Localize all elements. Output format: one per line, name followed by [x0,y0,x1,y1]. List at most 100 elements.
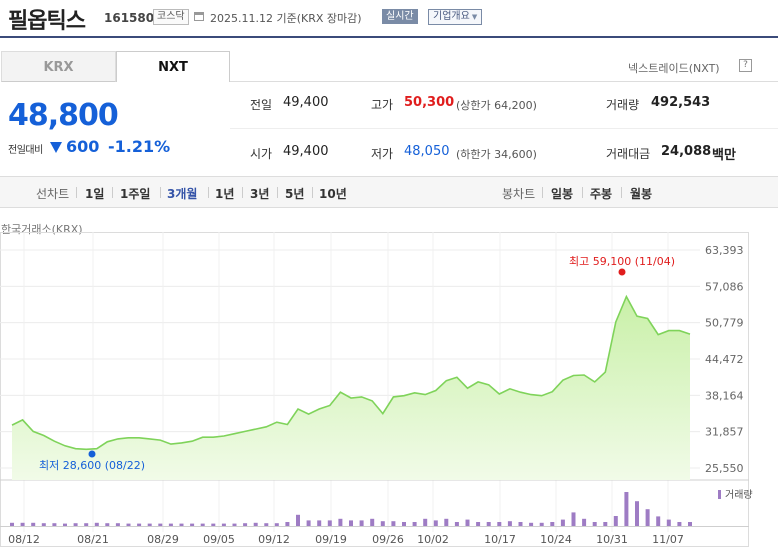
x-tick-label: 10/02 [417,533,449,546]
price-line [11,294,691,451]
volume-bar [656,516,661,526]
candle-daily[interactable]: 일봉 [551,187,574,201]
separator [621,187,622,198]
y-tick-label: 25,550 [705,462,744,475]
help-icon[interactable]: ? [739,59,752,72]
y-tick-label: 50,779 [705,317,744,330]
volume-bar [349,520,353,526]
separator [277,187,278,198]
x-tick-label: 08/12 [8,533,40,546]
volume-bar [63,523,67,526]
candle-monthly[interactable]: 월봉 [630,187,653,201]
realtime-button[interactable]: 실시간 [382,9,418,24]
period-3m[interactable]: 3개월 [167,187,198,201]
period-10y[interactable]: 10년 [319,187,347,201]
volume-bar [370,518,375,526]
volume-bar [412,522,417,526]
volume-bar [84,523,89,526]
area-fill [12,296,690,480]
company-overview-button[interactable]: 기업개요 ▼ [428,9,483,25]
separator [112,187,113,198]
trade-amount-label: 거래대금 [606,147,651,161]
stock-code: 161580 [104,11,155,25]
y-tick-label: 63,393 [705,244,744,257]
stock-name: 필옵틱스 [8,9,86,34]
max-marker [618,268,626,276]
volume-bar [613,516,618,526]
x-tick-label: 09/26 [372,533,404,546]
volume-bar [391,521,396,526]
prev-close-label: 전일 [250,98,273,112]
volume-bar [539,522,544,526]
y-axis-labels: 63,393 57,086 50,779 44,472 38,164 31,857 25,5… [705,244,744,475]
volume-bar [592,522,597,526]
volume-bar [666,519,671,526]
period-1y[interactable]: 1년 [215,187,235,201]
period-1w[interactable]: 1주일 [120,187,151,201]
volume-bar [359,520,364,526]
volume-bar [465,519,470,526]
price-chart: 63,393 57,086 50,779 44,472 38,164 31,857 25,5… [0,232,753,547]
company-overview-label: 기업개요 [433,11,470,22]
period-5y[interactable]: 5년 [285,187,305,201]
line-chart-label: 선차트 [36,187,70,201]
volume-bar [31,522,36,526]
change-label: 전일대비 [8,145,43,156]
y-tick-label: 38,164 [705,389,744,402]
volume-bar [476,522,481,526]
caret-down-icon: ▼ [471,13,478,21]
tab-krx[interactable]: KRX [1,51,116,82]
volume-bar [317,520,322,526]
max-annotation: 최고 59,100 (11/04) [569,255,675,268]
volume-bar [402,522,406,526]
separator [582,187,583,198]
volume-bar [274,523,279,526]
lower-limit: (하한가 34,600) [456,148,537,161]
volume-bar [296,514,300,526]
volume-bar [73,523,78,526]
volume-bar [507,521,512,526]
price-area [11,294,691,480]
volume-bar [603,522,608,526]
candle-weekly[interactable]: 주봉 [590,187,613,201]
stock-header: 필옵틱스 161580 코스닥 2025.11.12 기준(KRX 장마감) 실… [0,0,778,36]
low-value: 48,050 [404,144,450,159]
volume-bar [253,522,258,526]
x-tick-label: 10/24 [540,533,572,546]
volume-bar [423,518,428,526]
reference-date: 2025.11.12 기준(KRX 장마감) [210,12,362,25]
volume-bar [158,523,163,526]
tab-nxt[interactable]: NXT [116,51,230,82]
down-arrow-icon [50,142,62,153]
volume-bar [306,520,311,526]
x-axis-labels: 08/12 08/21 08/29 09/05 09/12 09/19 09/26 10/02… [8,533,684,546]
x-tick-label: 08/29 [147,533,179,546]
x-tick-label: 09/19 [315,533,347,546]
volume-bar [677,522,682,526]
calendar-icon [194,12,204,21]
volume-bar [550,522,555,526]
candle-chart-label: 봉차트 [502,187,536,201]
separator [76,187,77,198]
nextrade-link[interactable]: 넥스트레이드(NXT) [628,62,720,75]
volume-bar [179,523,184,526]
upper-limit: (상한가 64,200) [456,99,537,112]
volume-bar [115,523,120,526]
volume-value: 492,543 [651,95,711,110]
separator [312,187,313,198]
y-tick-label: 44,472 [705,353,744,366]
volume-bar [338,518,343,526]
volume-bar [635,501,639,526]
volume-bar [190,523,195,526]
x-tick-label: 09/12 [258,533,290,546]
trade-amount-value: 24,088 [661,144,712,159]
chart-annotations: 최고 59,100 (11/04) 최저 28,600 (08/22) [39,255,675,472]
volume-bar [20,522,25,526]
period-1d[interactable]: 1일 [85,187,105,201]
x-tick-label: 08/21 [77,533,109,546]
min-marker [88,450,96,458]
low-label: 저가 [371,147,394,161]
current-price: 48,800 [8,98,119,133]
period-3y[interactable]: 3년 [250,187,270,201]
x-tick-label: 10/31 [596,533,628,546]
